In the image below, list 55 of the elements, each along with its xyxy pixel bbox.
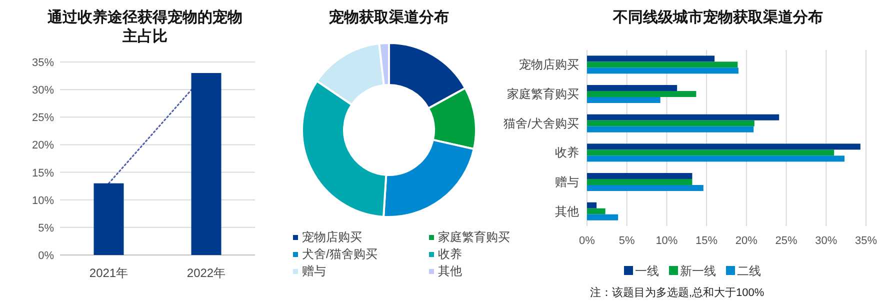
bar [587,85,678,91]
legend-label: 二线 [737,264,761,278]
y-tick-label: 猫舍/犬舍购买 [504,116,579,130]
x-tick-label: 30% [815,235,838,247]
x-tick-label: 2021年 [89,266,128,280]
bar [587,91,696,97]
y-tick-label: 30% [32,84,54,97]
chart-title: 不同线级城市宠物获取渠道分布 [612,8,823,26]
legend-label: 其他 [438,264,462,278]
bar [587,120,754,126]
bar [587,156,844,162]
legend-label: 犬舍/猫舍购买 [302,247,378,261]
bar [587,62,738,68]
y-tick-label: 家庭繁育购买 [507,87,579,101]
bar [587,68,738,74]
bar [587,214,618,220]
x-tick-label: 5% [618,235,636,247]
bar [587,97,660,103]
y-tick-label: 25% [32,112,54,124]
legend-label: 赠与 [302,264,326,278]
y-tick-label: 宠物店购买 [519,58,579,72]
x-tick-label: 35% [854,235,878,247]
bar [587,114,780,120]
bar [587,144,860,150]
legend-label: 新一线 [680,264,716,278]
bar [587,56,715,62]
y-tick-label: 0% [38,250,54,262]
bar [587,202,597,208]
x-tick-label: 25% [775,235,798,247]
x-tick-label: 15% [696,235,718,247]
bar [587,208,606,214]
chart-title: 通过收养途径获得宠物的宠物主占比 [46,8,242,45]
y-tick-label: 5% [38,222,54,234]
y-tick-label: 其他 [555,204,579,218]
y-tick-label: 收养 [555,146,579,160]
x-tick-label: 20% [735,235,758,247]
y-tick-label: 15% [32,167,54,180]
chart-title: 宠物获取渠道分布 [328,8,449,26]
bar [587,179,692,185]
bar [587,173,692,179]
x-tick-label: 0% [579,235,596,247]
text: 注：该题目为多选题,总和大于100% [590,286,764,299]
bar [587,150,834,156]
y-tick-label: 35% [32,57,54,69]
legend-label: 宠物店购买 [302,230,362,244]
x-tick-label: 10% [656,235,678,247]
bar [587,185,704,191]
y-tick-label: 20% [32,140,54,152]
bar [587,126,754,132]
legend-label: 家庭繁育购买 [438,230,510,244]
legend-label: 一线 [635,264,659,278]
y-tick-label: 赠与 [555,175,579,189]
y-tick-label: 10% [32,194,54,207]
legend-label: 收养 [438,247,462,261]
x-tick-label: 2022年 [186,266,226,280]
